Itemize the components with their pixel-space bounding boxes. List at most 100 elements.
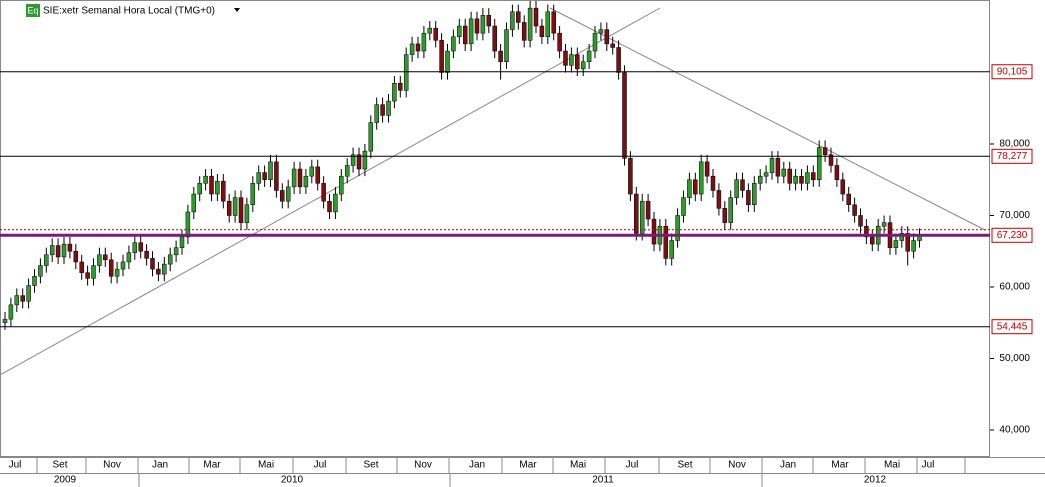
- candle-body: [44, 254, 49, 266]
- candle-body: [533, 7, 539, 27]
- candle-body: [232, 197, 238, 216]
- year-label: 2009: [54, 475, 77, 486]
- candle-body: [344, 165, 350, 177]
- candle-body: [557, 32, 562, 52]
- chart-title[interactable]: SIE:xetr Semanal Hora Local (TMG+0): [43, 6, 215, 17]
- candle-body: [545, 11, 551, 37]
- candle-body: [622, 72, 627, 159]
- candle-body: [575, 54, 580, 70]
- candle-body: [645, 200, 651, 220]
- candle-body: [586, 50, 592, 63]
- x-tick-label: Jul: [626, 460, 639, 471]
- candle-body: [185, 211, 191, 238]
- candle-body: [634, 193, 639, 234]
- x-tick-label: Mai: [884, 460, 900, 471]
- candle-body: [563, 50, 568, 66]
- x-tick-label: Mar: [519, 460, 537, 471]
- x-tick-label: Mai: [570, 460, 586, 471]
- candle-body: [398, 82, 403, 91]
- candle-body: [763, 172, 769, 177]
- candle-body: [457, 25, 462, 37]
- candle-body: [26, 285, 31, 302]
- candle-body: [893, 240, 899, 248]
- candle-body: [521, 22, 527, 41]
- candle-body: [226, 200, 232, 216]
- candle-body: [421, 32, 427, 52]
- candle-body: [828, 154, 834, 166]
- candle-body: [710, 175, 716, 191]
- candle-body: [108, 259, 114, 277]
- candle-body: [468, 18, 474, 45]
- candle-body: [162, 263, 167, 275]
- candle-body: [297, 168, 303, 188]
- dropdown-arrow[interactable]: [234, 8, 240, 12]
- candle-body: [445, 50, 450, 73]
- candle-body: [451, 36, 456, 52]
- x-tick-label: Set: [677, 460, 692, 471]
- candle-body: [864, 225, 869, 238]
- candle-body: [722, 208, 728, 223]
- candle-body: [49, 245, 55, 256]
- candle-body: [899, 233, 905, 241]
- x-tick-label: Mar: [831, 460, 849, 471]
- x-tick-label: Nov: [414, 460, 432, 471]
- candle-body: [752, 183, 757, 206]
- candle-body: [303, 175, 309, 188]
- candle-body: [858, 215, 863, 227]
- candle-body: [20, 295, 25, 302]
- candle-body: [203, 175, 208, 184]
- candle-body: [681, 197, 686, 216]
- candle-body: [799, 175, 804, 184]
- candle-body: [516, 11, 521, 23]
- candle-body: [716, 190, 722, 209]
- candle-body: [846, 193, 851, 206]
- level-label-box: [991, 64, 1033, 80]
- candle-body: [8, 304, 14, 320]
- candle-body: [787, 168, 792, 184]
- candle-body: [474, 18, 480, 34]
- candle-body: [38, 265, 43, 277]
- candle-body: [569, 54, 574, 66]
- x-tick-label: Mar: [203, 460, 221, 471]
- plot-frame: [0, 0, 990, 457]
- candle-body: [197, 183, 202, 195]
- candle-body: [651, 218, 657, 245]
- candle-body: [79, 261, 84, 273]
- candle-body: [315, 166, 320, 184]
- candle-body: [374, 104, 379, 123]
- candle-body: [539, 25, 545, 37]
- candle-body: [138, 242, 143, 252]
- level-label-box: [991, 319, 1033, 335]
- candle-body: [704, 161, 710, 177]
- candle-body: [592, 32, 598, 52]
- candle-body: [746, 190, 751, 206]
- candle-body: [834, 165, 840, 180]
- candle-body: [250, 183, 256, 206]
- candle-body: [339, 175, 344, 195]
- y-tick-label: 40,000: [999, 425, 1030, 436]
- y-tick-label: 80,000: [999, 139, 1030, 150]
- candle-body: [616, 47, 621, 73]
- candle-body: [811, 172, 816, 180]
- y-tick-label: 50,000: [999, 353, 1030, 364]
- candle-body: [380, 104, 385, 116]
- candle-body: [816, 147, 822, 180]
- candle-body: [55, 245, 61, 258]
- candle-body: [911, 240, 916, 252]
- candle-body: [580, 61, 586, 70]
- x-tick-label: Jul: [922, 460, 935, 471]
- candle-body: [14, 295, 20, 306]
- candle-body: [356, 154, 362, 170]
- level-label: 78,277: [997, 151, 1028, 162]
- candle-body: [870, 236, 875, 245]
- symbol-icon[interactable]: [26, 4, 40, 17]
- candle-body: [687, 179, 692, 198]
- candle-body: [333, 193, 338, 213]
- candle-body: [527, 7, 533, 41]
- candle-body: [150, 258, 155, 270]
- level-label: 54,445: [997, 321, 1028, 332]
- candle-body: [132, 242, 138, 253]
- candle-body: [852, 204, 857, 216]
- candle-body: [67, 243, 73, 252]
- candle-body: [598, 29, 604, 34]
